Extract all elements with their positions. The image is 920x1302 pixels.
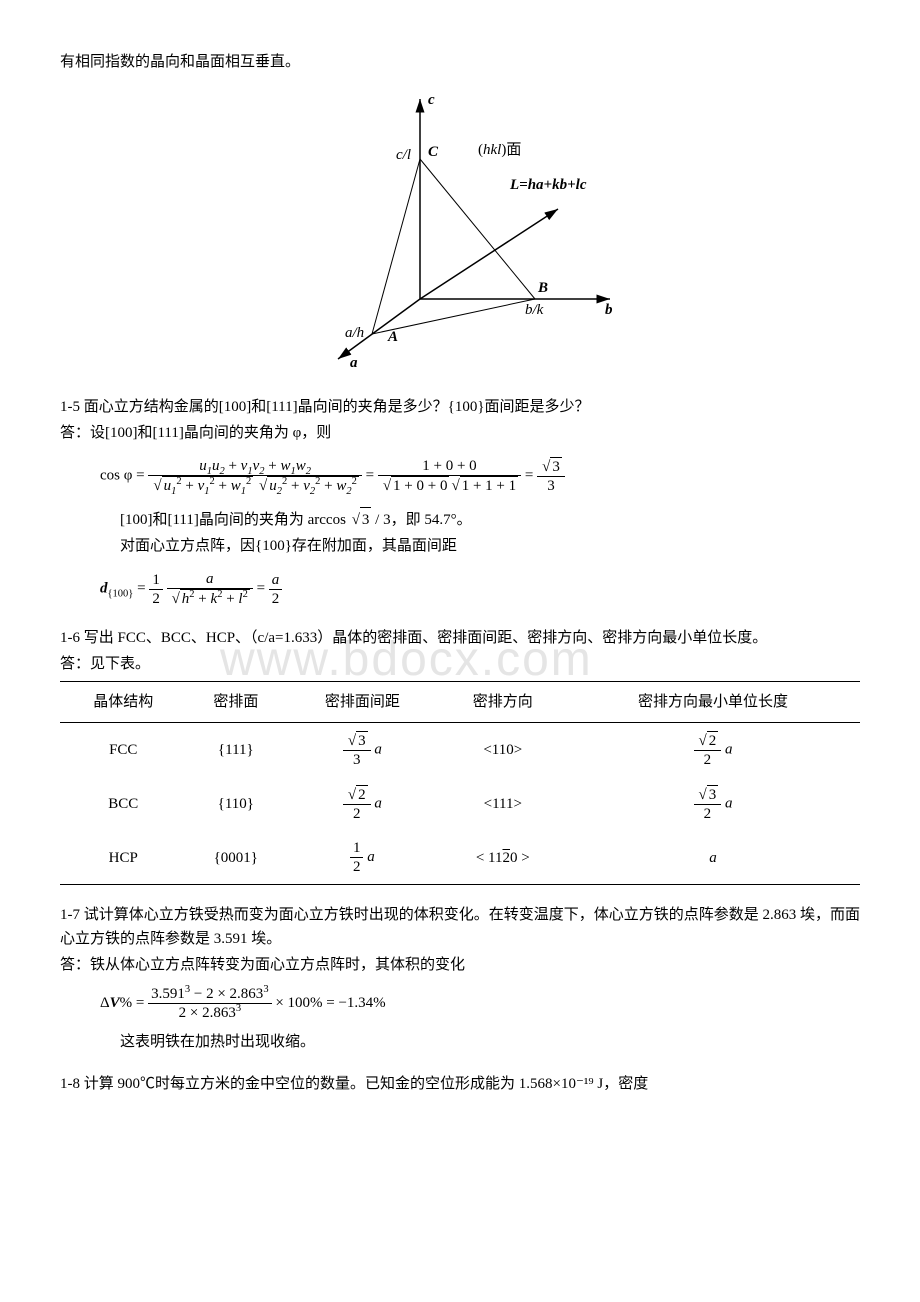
table-row: BCC {110} 22 a <111> 32 a [60, 777, 860, 831]
svg-text:c/l: c/l [396, 147, 411, 163]
svg-text:a/h: a/h [345, 325, 364, 341]
intro-text: 有相同指数的晶向和晶面相互垂直。 [60, 50, 860, 74]
svg-text:b/k: b/k [525, 302, 544, 318]
q15-d-formula: d{100} = 12 a h2 + k2 + l2 = a2 [100, 570, 860, 608]
svg-text:c: c [428, 92, 435, 108]
q17-question: 1-7 试计算体心立方铁受热而变为面心立方铁时出现的体积变化。在转变温度下，体心… [60, 903, 860, 951]
q17-conclusion: 这表明铁在加热时出现收缩。 [120, 1030, 860, 1054]
q15-answer-prefix: 答：设[100]和[111]晶向间的夹角为 φ，则 [60, 421, 860, 445]
svg-text:L=ha+kb+lc: L=ha+kb+lc [509, 177, 587, 193]
svg-text:(hkl)面: (hkl)面 [478, 142, 521, 158]
svg-text:a: a [350, 355, 358, 369]
table-row: HCP {0001} 12 a < 1120 > a [60, 831, 860, 885]
q16-answer-prefix: 答：见下表。 [60, 652, 860, 676]
q17-dv-formula: ΔV% = 3.5913 − 2 × 2.8633 2 × 2.8633 × 1… [100, 985, 860, 1022]
th-unit: 密排方向最小单位长度 [566, 682, 860, 723]
q15-fcc-line: 对面心立方点阵，因{100}存在附加面，其晶面间距 [120, 534, 860, 558]
q18-question: 1-8 计算 900℃时每立方米的金中空位的数量。已知金的空位形成能为 1.56… [60, 1072, 860, 1096]
q15-result-line: [100]和[111]晶向间的夹角为 arccos 3 / 3，即 54.7°。 [120, 507, 860, 532]
th-plane: 密排面 [187, 682, 286, 723]
th-struct: 晶体结构 [60, 682, 187, 723]
svg-text:B: B [537, 280, 548, 296]
svg-text:b: b [605, 302, 613, 318]
diagram: c b a c/l C (hkl)面 L=ha+kb+lc B b/k a/h … [60, 89, 860, 377]
cos-label: cos φ = [100, 467, 145, 483]
q15-cos-formula: cos φ = u1u2 + v1v2 + w1w2 u12 + v12 + w… [100, 457, 860, 495]
q16-question: 1-6 写出 FCC、BCC、HCP、（c/a=1.633）晶体的密排面、密排面… [60, 626, 860, 650]
svg-text:A: A [387, 329, 398, 345]
q17-answer-prefix: 答：铁从体心立方点阵转变为面心立方点阵时，其体积的变化 [60, 953, 860, 977]
q16-table: 晶体结构 密排面 密排面间距 密排方向 密排方向最小单位长度 FCC {111}… [60, 681, 860, 885]
th-spacing: 密排面间距 [285, 682, 439, 723]
th-dir: 密排方向 [440, 682, 567, 723]
table-row: FCC {111} 33 a <110> 22 a [60, 723, 860, 778]
q15-question: 1-5 面心立方结构金属的[100]和[111]晶向间的夹角是多少？{100}面… [60, 395, 860, 419]
svg-text:C: C [428, 144, 439, 160]
